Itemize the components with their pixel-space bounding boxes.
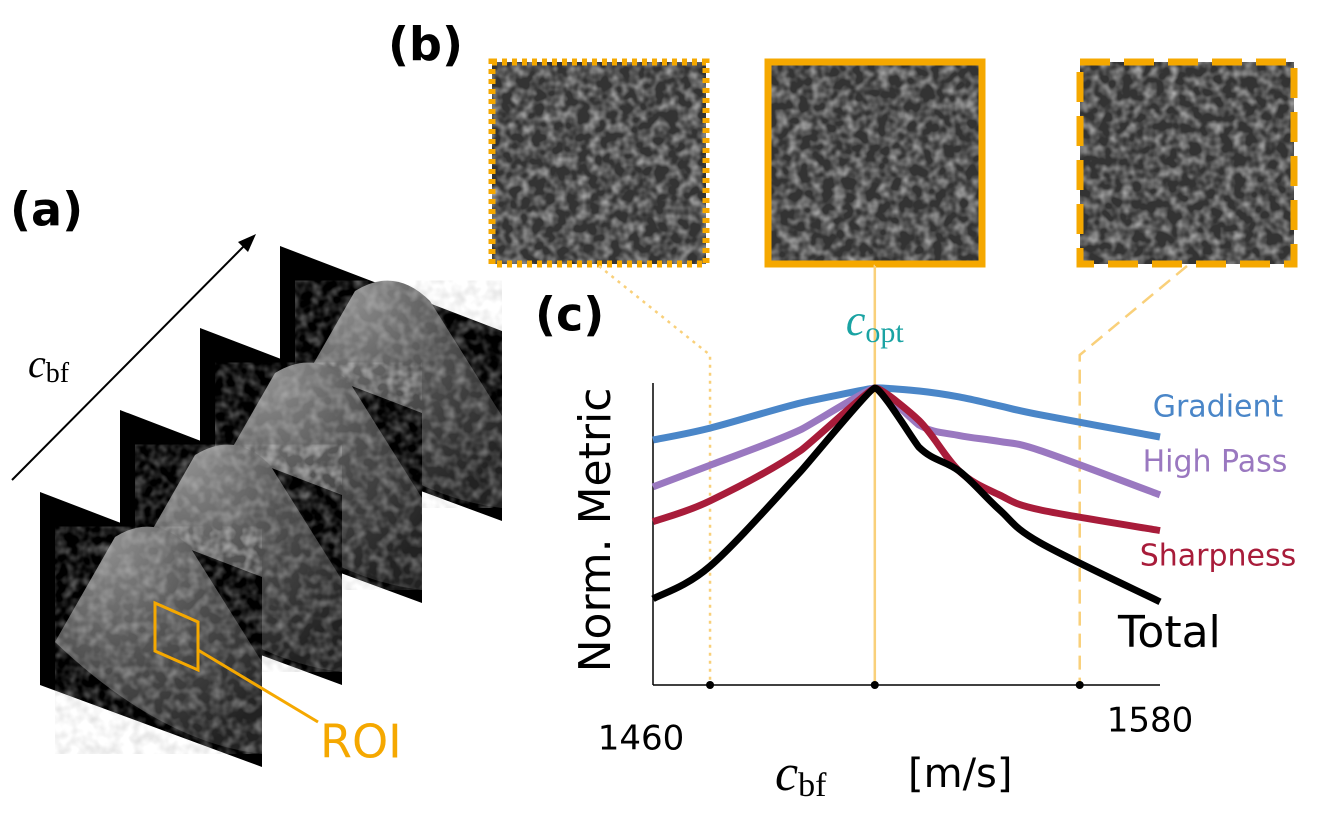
reference-dot <box>1075 681 1084 689</box>
annotation: copt <box>846 296 905 349</box>
ultrasound-speckle <box>215 362 422 590</box>
axis-label: cbf <box>28 341 70 389</box>
subscript: bf <box>798 767 827 804</box>
series-label: High Pass <box>1143 445 1288 480</box>
x-axis-label: cbf <box>775 745 827 804</box>
ultrasound-speckle <box>295 280 502 508</box>
series-label: Sharpness <box>1140 539 1297 574</box>
series-line <box>651 384 1161 535</box>
series-line <box>651 384 1162 605</box>
panel-label: (c) <box>535 288 604 342</box>
series-line <box>652 384 1161 444</box>
subscript: bf <box>46 358 70 389</box>
arrow-head <box>238 234 256 252</box>
series-line <box>651 384 1162 499</box>
x-axis-unit: [m/s] <box>908 751 1013 797</box>
subscript: opt <box>865 316 904 349</box>
arrow <box>11 239 251 481</box>
symbol: c <box>775 745 798 802</box>
ultrasound-speckle <box>135 444 342 672</box>
symbol: c <box>846 296 866 345</box>
image-panel <box>764 58 986 268</box>
ultrasound-speckle <box>55 526 262 754</box>
roi-label: ROI <box>320 715 402 769</box>
reference-dot <box>870 681 879 689</box>
image-panel <box>1076 58 1298 268</box>
series-label: Total <box>1117 607 1221 658</box>
y-axis-label: Norm. Metric <box>570 388 621 673</box>
panel-label: (a) <box>10 183 83 237</box>
roi-pointer <box>197 648 319 724</box>
plot: Gradient High Pass Sharpness Total 1460 1580 N… <box>570 264 1297 804</box>
roi-box <box>153 600 200 673</box>
frames <box>40 246 502 767</box>
x-tick-label: 1580 <box>1107 701 1194 741</box>
reference-line <box>1078 265 1188 685</box>
image-panel <box>488 58 710 268</box>
reference-dot <box>706 681 715 689</box>
panel-label: (b) <box>388 18 463 72</box>
series-label: Gradient <box>1153 390 1284 425</box>
symbol: c <box>28 341 46 386</box>
reference-line <box>598 265 712 685</box>
x-tick-label: 1460 <box>598 719 685 759</box>
